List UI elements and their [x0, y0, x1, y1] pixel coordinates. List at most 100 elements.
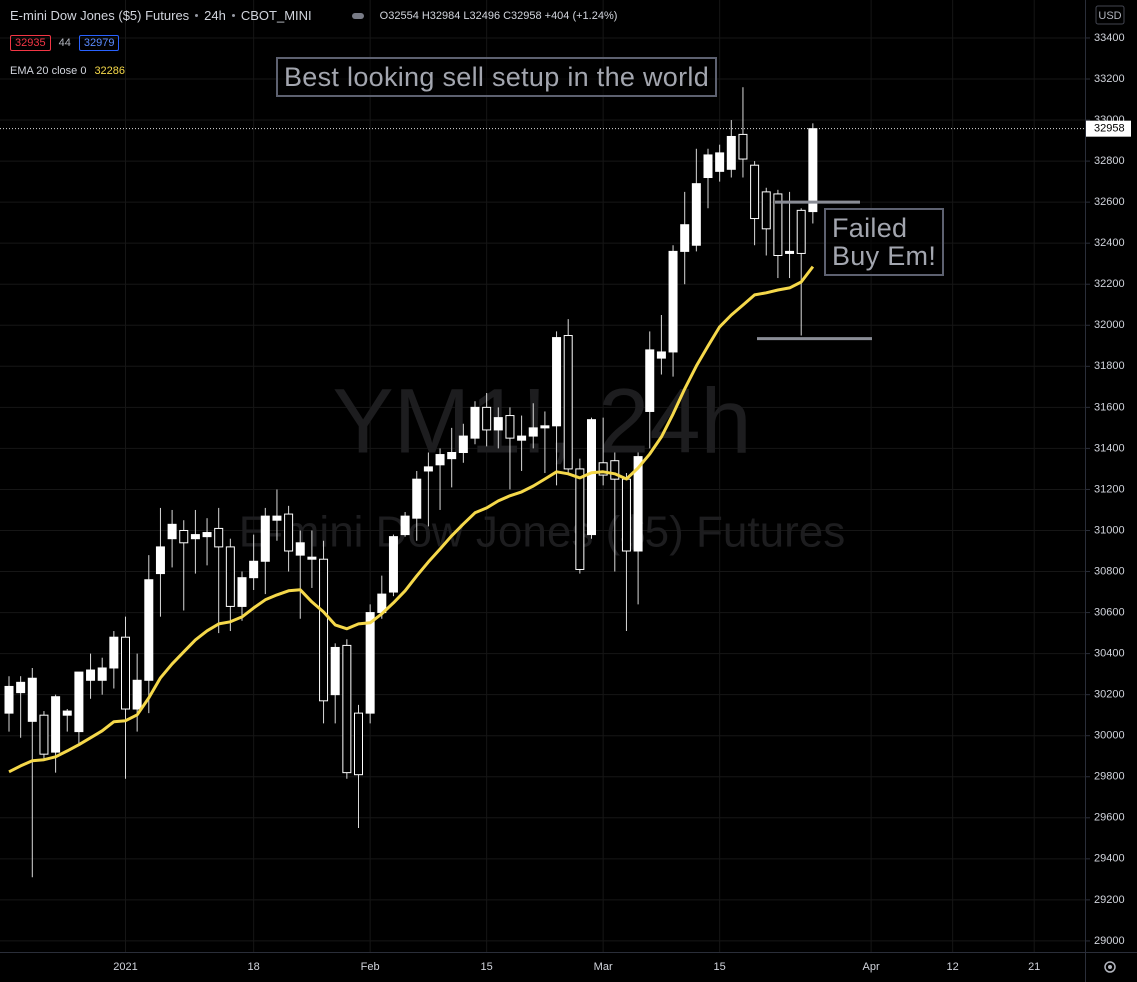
last-price-label: 32958 [1094, 123, 1125, 135]
candle-up [97, 667, 107, 681]
x-tick-label: 2021 [113, 961, 137, 973]
axes: 29000 29200 29400 29600 29800 30000 30200 30400… [113, 32, 1131, 973]
x-tick-label: Mar [594, 961, 613, 973]
plot [0, 87, 1085, 878]
settings-gear [1104, 961, 1116, 973]
candle-down [214, 527, 224, 548]
candle-down [761, 191, 771, 230]
candle-up [540, 425, 550, 429]
candle-up [715, 152, 725, 172]
x-tick-label: 21 [1028, 961, 1040, 973]
y-tick-label: 31600 [1094, 401, 1125, 413]
close-label: C32958 [503, 9, 542, 22]
candle-up [645, 349, 655, 412]
y-tick-label: 29600 [1094, 812, 1125, 824]
x-tick-label: 15 [481, 961, 493, 973]
exchange: CBOT_MINI [240, 8, 312, 23]
currency-box[interactable] [1095, 5, 1125, 25]
watermark-symbol: YM1!, 24h [332, 370, 751, 472]
y-tick-label: 29400 [1094, 853, 1125, 865]
candle-up [552, 337, 562, 427]
candle-up [86, 669, 96, 681]
bid-ask-row: 32935 44 32979 [10, 35, 120, 51]
x-tick-label: 18 [248, 961, 260, 973]
y-tick-label: 30000 [1094, 730, 1125, 742]
high-label: H32984 [421, 9, 461, 22]
candle-down [773, 193, 783, 256]
y-tick-label: 33200 [1094, 73, 1125, 85]
candle-up [785, 250, 795, 254]
symbol-title: E-mini Dow Jones ($5) Futures [10, 8, 190, 23]
ohlc-legend: O32554 H32984 L32496 C32958 +404 (+1.24%… [380, 10, 618, 22]
y-tick-label: 30800 [1094, 565, 1125, 577]
candle-up [260, 515, 270, 562]
candle-up [365, 612, 375, 714]
candle-up [470, 406, 480, 439]
settings-icon[interactable] [1104, 961, 1116, 973]
ema-line [8, 265, 815, 774]
annotation-text: Best looking sell setup in the world [284, 62, 710, 92]
interval: 24h [204, 8, 226, 23]
candle-up [458, 435, 468, 454]
candle-down [284, 513, 294, 552]
change-label: +404 (+1.24%) [544, 9, 618, 22]
candle-up [132, 679, 142, 710]
x-tick-label: Apr [863, 961, 880, 973]
candle-up [272, 515, 282, 521]
candle-down [505, 415, 515, 439]
ask-price[interactable]: 32979 [78, 35, 120, 51]
low-label: L32496 [463, 9, 501, 22]
y-tick-label: 32200 [1094, 278, 1125, 290]
indicator-name: EMA 20 close 0 [10, 65, 87, 77]
separator [231, 14, 235, 17]
annotation-box: Best looking sell setup in the world [276, 57, 718, 97]
candle-up [307, 556, 317, 560]
candle-down [796, 209, 806, 254]
y-tick-label: 32400 [1094, 237, 1125, 249]
candle-up [400, 515, 410, 536]
y-tick-label: 30200 [1094, 689, 1125, 701]
bid-price[interactable]: 32935 [10, 35, 51, 51]
spread: 44 [58, 37, 71, 49]
visibility-toggle[interactable] [351, 12, 364, 19]
y-tick-label: 31200 [1094, 483, 1125, 495]
candle-up [668, 250, 678, 353]
candle-up [528, 427, 538, 437]
candle-down [598, 462, 608, 476]
candle-up [51, 696, 61, 753]
candle-up [493, 417, 503, 431]
header-row: E-mini Dow Jones ($5) Futures 24h CBOT_M… [10, 8, 617, 23]
annotation-text: Failed [832, 213, 908, 243]
candle-down [575, 468, 585, 570]
candle-up [423, 466, 433, 472]
candle-down [39, 714, 49, 755]
x-tick-label: 15 [714, 961, 726, 973]
x-tick-label: 12 [947, 961, 959, 973]
candle-up [155, 546, 165, 575]
candle-up [109, 636, 119, 669]
candle-up [412, 478, 422, 519]
candle-up [144, 579, 154, 681]
y-tick-label: 33400 [1094, 32, 1125, 44]
candle-down [342, 644, 352, 774]
candle-up [16, 681, 26, 694]
candle-up [388, 536, 398, 593]
y-tick-label: 31400 [1094, 442, 1125, 454]
settings-hub [1108, 965, 1112, 969]
candle-down [563, 335, 573, 470]
y-tick-label: 31800 [1094, 360, 1125, 372]
candle-down [179, 529, 189, 544]
candle-up [249, 560, 259, 579]
candle-down [354, 712, 363, 776]
currency-label: USD [1098, 10, 1121, 22]
candle-up [27, 677, 37, 722]
candle-up [167, 523, 177, 540]
candle-up [447, 452, 457, 460]
y-tick-label: 32600 [1094, 196, 1125, 208]
candle-up [703, 154, 713, 179]
last-price-box [1086, 120, 1131, 137]
candle-down [610, 460, 620, 480]
y-tick-label: 30400 [1094, 648, 1125, 660]
candle-up [190, 534, 200, 540]
